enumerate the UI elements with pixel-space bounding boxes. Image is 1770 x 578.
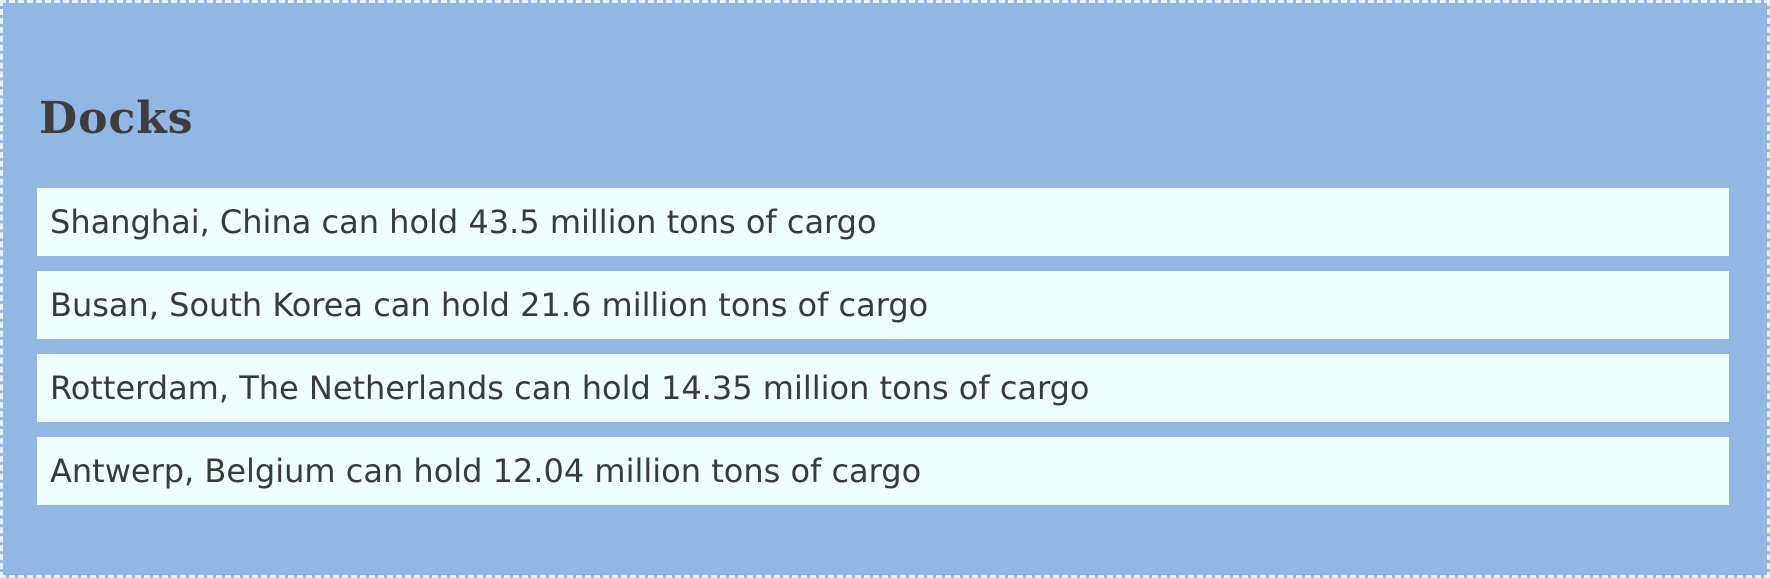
list-item: Shanghai, China can hold 43.5 million to… xyxy=(37,188,1729,256)
page-title: Docks xyxy=(39,93,194,144)
docks-list: Shanghai, China can hold 43.5 million to… xyxy=(37,188,1729,520)
list-item: Antwerp, Belgium can hold 12.04 million … xyxy=(37,437,1729,505)
list-item: Busan, South Korea can hold 21.6 million… xyxy=(37,271,1729,339)
list-item: Rotterdam, The Netherlands can hold 14.3… xyxy=(37,354,1729,422)
